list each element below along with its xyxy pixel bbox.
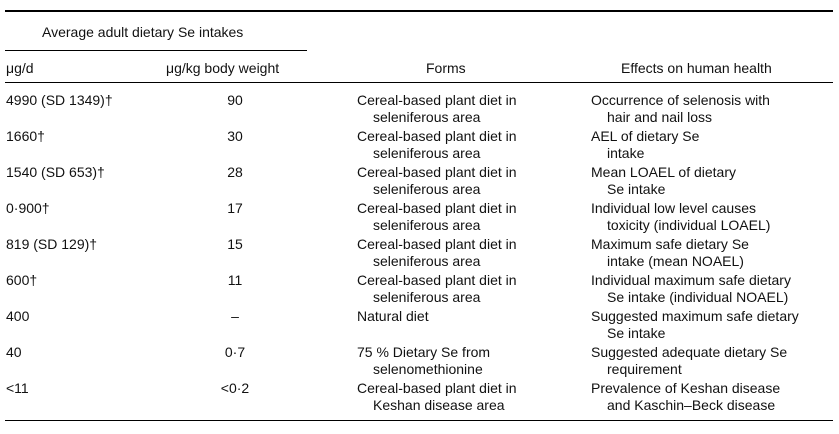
forms-cell: Cereal-based plant diet in seleniferous a…	[357, 272, 517, 306]
effects-line: intake (mean NOAEL)	[607, 253, 744, 269]
table-row: 600† 11 Cereal-based plant diet in selenife…	[0, 272, 839, 308]
effects-cell: Suggested adequate dietary Se requirement	[591, 344, 787, 378]
effects-line: Se intake (individual NOAEL)	[607, 289, 789, 305]
table-row: 1540 (SD 653)† 28 Cereal-based plant diet …	[0, 164, 839, 200]
effects-line: Maximum safe dietary Se	[591, 236, 749, 252]
forms-cell: Cereal-based plant diet in seleniferous a…	[357, 200, 517, 234]
column-group-rule	[5, 50, 307, 51]
forms-line: Cereal-based plant diet in	[357, 236, 517, 252]
forms-line: Cereal-based plant diet in	[357, 128, 517, 144]
intake-per-day-cell: 0·900†	[6, 200, 50, 216]
intake-per-kg-cell: –	[231, 308, 239, 324]
intake-per-day-cell: 600†	[6, 272, 38, 288]
forms-line: selenomethionine	[373, 361, 483, 377]
forms-line: seleniferous area	[373, 289, 481, 305]
table-row: 40 0·7 75 % Dietary Se from selenomethionin…	[0, 344, 839, 380]
effects-line: requirement	[607, 361, 682, 377]
forms-line: Cereal-based plant diet in	[357, 272, 517, 288]
intake-per-day-cell: 400	[6, 308, 30, 324]
intake-per-day-cell: <11	[6, 380, 29, 396]
forms-cell: Cereal-based plant diet in seleniferous a…	[357, 92, 517, 126]
effects-cell: AEL of dietary Se intake	[591, 128, 699, 162]
effects-line: hair and nail loss	[607, 109, 713, 125]
effects-line: Individual low level causes	[591, 200, 756, 216]
header-intake-per-day: μg/d	[6, 60, 34, 76]
intake-per-kg-cell: 0·7	[224, 344, 246, 360]
forms-line: Cereal-based plant diet in	[357, 200, 517, 216]
intake-per-day-cell: 40	[6, 344, 22, 360]
forms-cell: Cereal-based plant diet in Keshan disease…	[357, 380, 517, 414]
intake-per-kg-cell: 11	[227, 272, 243, 288]
forms-line: seleniferous area	[373, 109, 481, 125]
effects-line: Se intake	[607, 181, 666, 197]
intake-per-day-cell: 1540 (SD 653)†	[6, 164, 105, 180]
effects-line: Suggested maximum safe dietary	[591, 308, 799, 324]
effects-cell: Individual maximum safe dietary Se intake…	[591, 272, 791, 306]
forms-cell: Natural diet	[357, 308, 429, 325]
header-intake-per-kg: μg/kg body weight	[166, 60, 280, 76]
intake-per-kg-cell: <0·2	[220, 380, 250, 396]
effects-cell: Occurrence of selenosis with hair and nai…	[591, 92, 770, 126]
intake-per-kg-cell: 90	[227, 92, 243, 108]
header-effects: Effects on human health	[621, 60, 772, 76]
effects-line: toxicity (individual LOAEL)	[607, 217, 771, 233]
forms-line: seleniferous area	[373, 145, 481, 161]
effects-line: Suggested adequate dietary Se	[591, 344, 788, 360]
intake-per-kg-cell: 30	[227, 128, 243, 144]
column-group-header: Average adult dietary Se intakes	[42, 24, 244, 40]
intake-per-day-cell: 4990 (SD 1349)†	[6, 92, 113, 108]
header-forms: Forms	[426, 60, 466, 76]
effects-line: Individual maximum safe dietary	[591, 272, 791, 288]
forms-cell: Cereal-based plant diet in seleniferous a…	[357, 164, 517, 198]
effects-cell: Maximum safe dietary Se intake (mean NOAE…	[591, 236, 749, 270]
forms-cell: Cereal-based plant diet in seleniferous a…	[357, 236, 517, 270]
bottom-rule	[5, 420, 833, 421]
effects-cell: Mean LOAEL of dietary Se intake	[591, 164, 736, 198]
forms-line: Keshan disease area	[373, 397, 505, 413]
forms-line: 75 % Dietary Se from	[357, 344, 491, 360]
table-row: <11 <0·2 Cereal-based plant diet in Keshan …	[0, 380, 839, 416]
forms-line: seleniferous area	[373, 253, 481, 269]
effects-line: Prevalence of Keshan disease	[591, 380, 781, 396]
effects-line: intake	[607, 145, 645, 161]
effects-cell: Suggested maximum safe dietary Se intake	[591, 308, 799, 342]
forms-cell: Cereal-based plant diet in seleniferous a…	[357, 128, 517, 162]
forms-line: Cereal-based plant diet in	[357, 380, 517, 396]
intake-per-day-cell: 1660†	[6, 128, 45, 144]
effects-cell: Individual low level causes toxicity (ind…	[591, 200, 770, 234]
effects-line: Occurrence of selenosis with	[591, 92, 770, 108]
top-rule	[5, 10, 833, 12]
effects-line: Mean LOAEL of dietary	[591, 164, 737, 180]
table-row: 819 (SD 129)† 15 Cereal-based plant diet i…	[0, 236, 839, 272]
intake-per-kg-cell: 17	[227, 200, 243, 216]
intake-per-kg-cell: 15	[227, 236, 243, 252]
table-row: 1660† 30 Cereal-based plant diet in selenif…	[0, 128, 839, 164]
forms-line: Natural diet	[357, 308, 429, 324]
effects-cell: Prevalence of Keshan disease and Kaschin–…	[591, 380, 780, 414]
table-row: 400 – Natural diet Suggested maximum safe d…	[0, 308, 839, 344]
forms-line: seleniferous area	[373, 217, 481, 233]
forms-cell: 75 % Dietary Se from selenomethionine	[357, 344, 490, 378]
effects-line: Se intake	[607, 325, 666, 341]
header-rule	[5, 82, 833, 83]
table-row: 4990 (SD 1349)† 90 Cereal-based plant diet…	[0, 92, 839, 128]
intake-per-day-cell: 819 (SD 129)†	[6, 236, 98, 252]
intake-per-kg-cell: 28	[227, 164, 243, 180]
effects-line: and Kaschin–Beck disease	[607, 397, 776, 413]
effects-line: AEL of dietary Se	[591, 128, 700, 144]
forms-line: Cereal-based plant diet in	[357, 92, 517, 108]
forms-line: seleniferous area	[373, 181, 481, 197]
forms-line: Cereal-based plant diet in	[357, 164, 517, 180]
table-row: 0·900† 17 Cereal-based plant diet in seleni…	[0, 200, 839, 236]
